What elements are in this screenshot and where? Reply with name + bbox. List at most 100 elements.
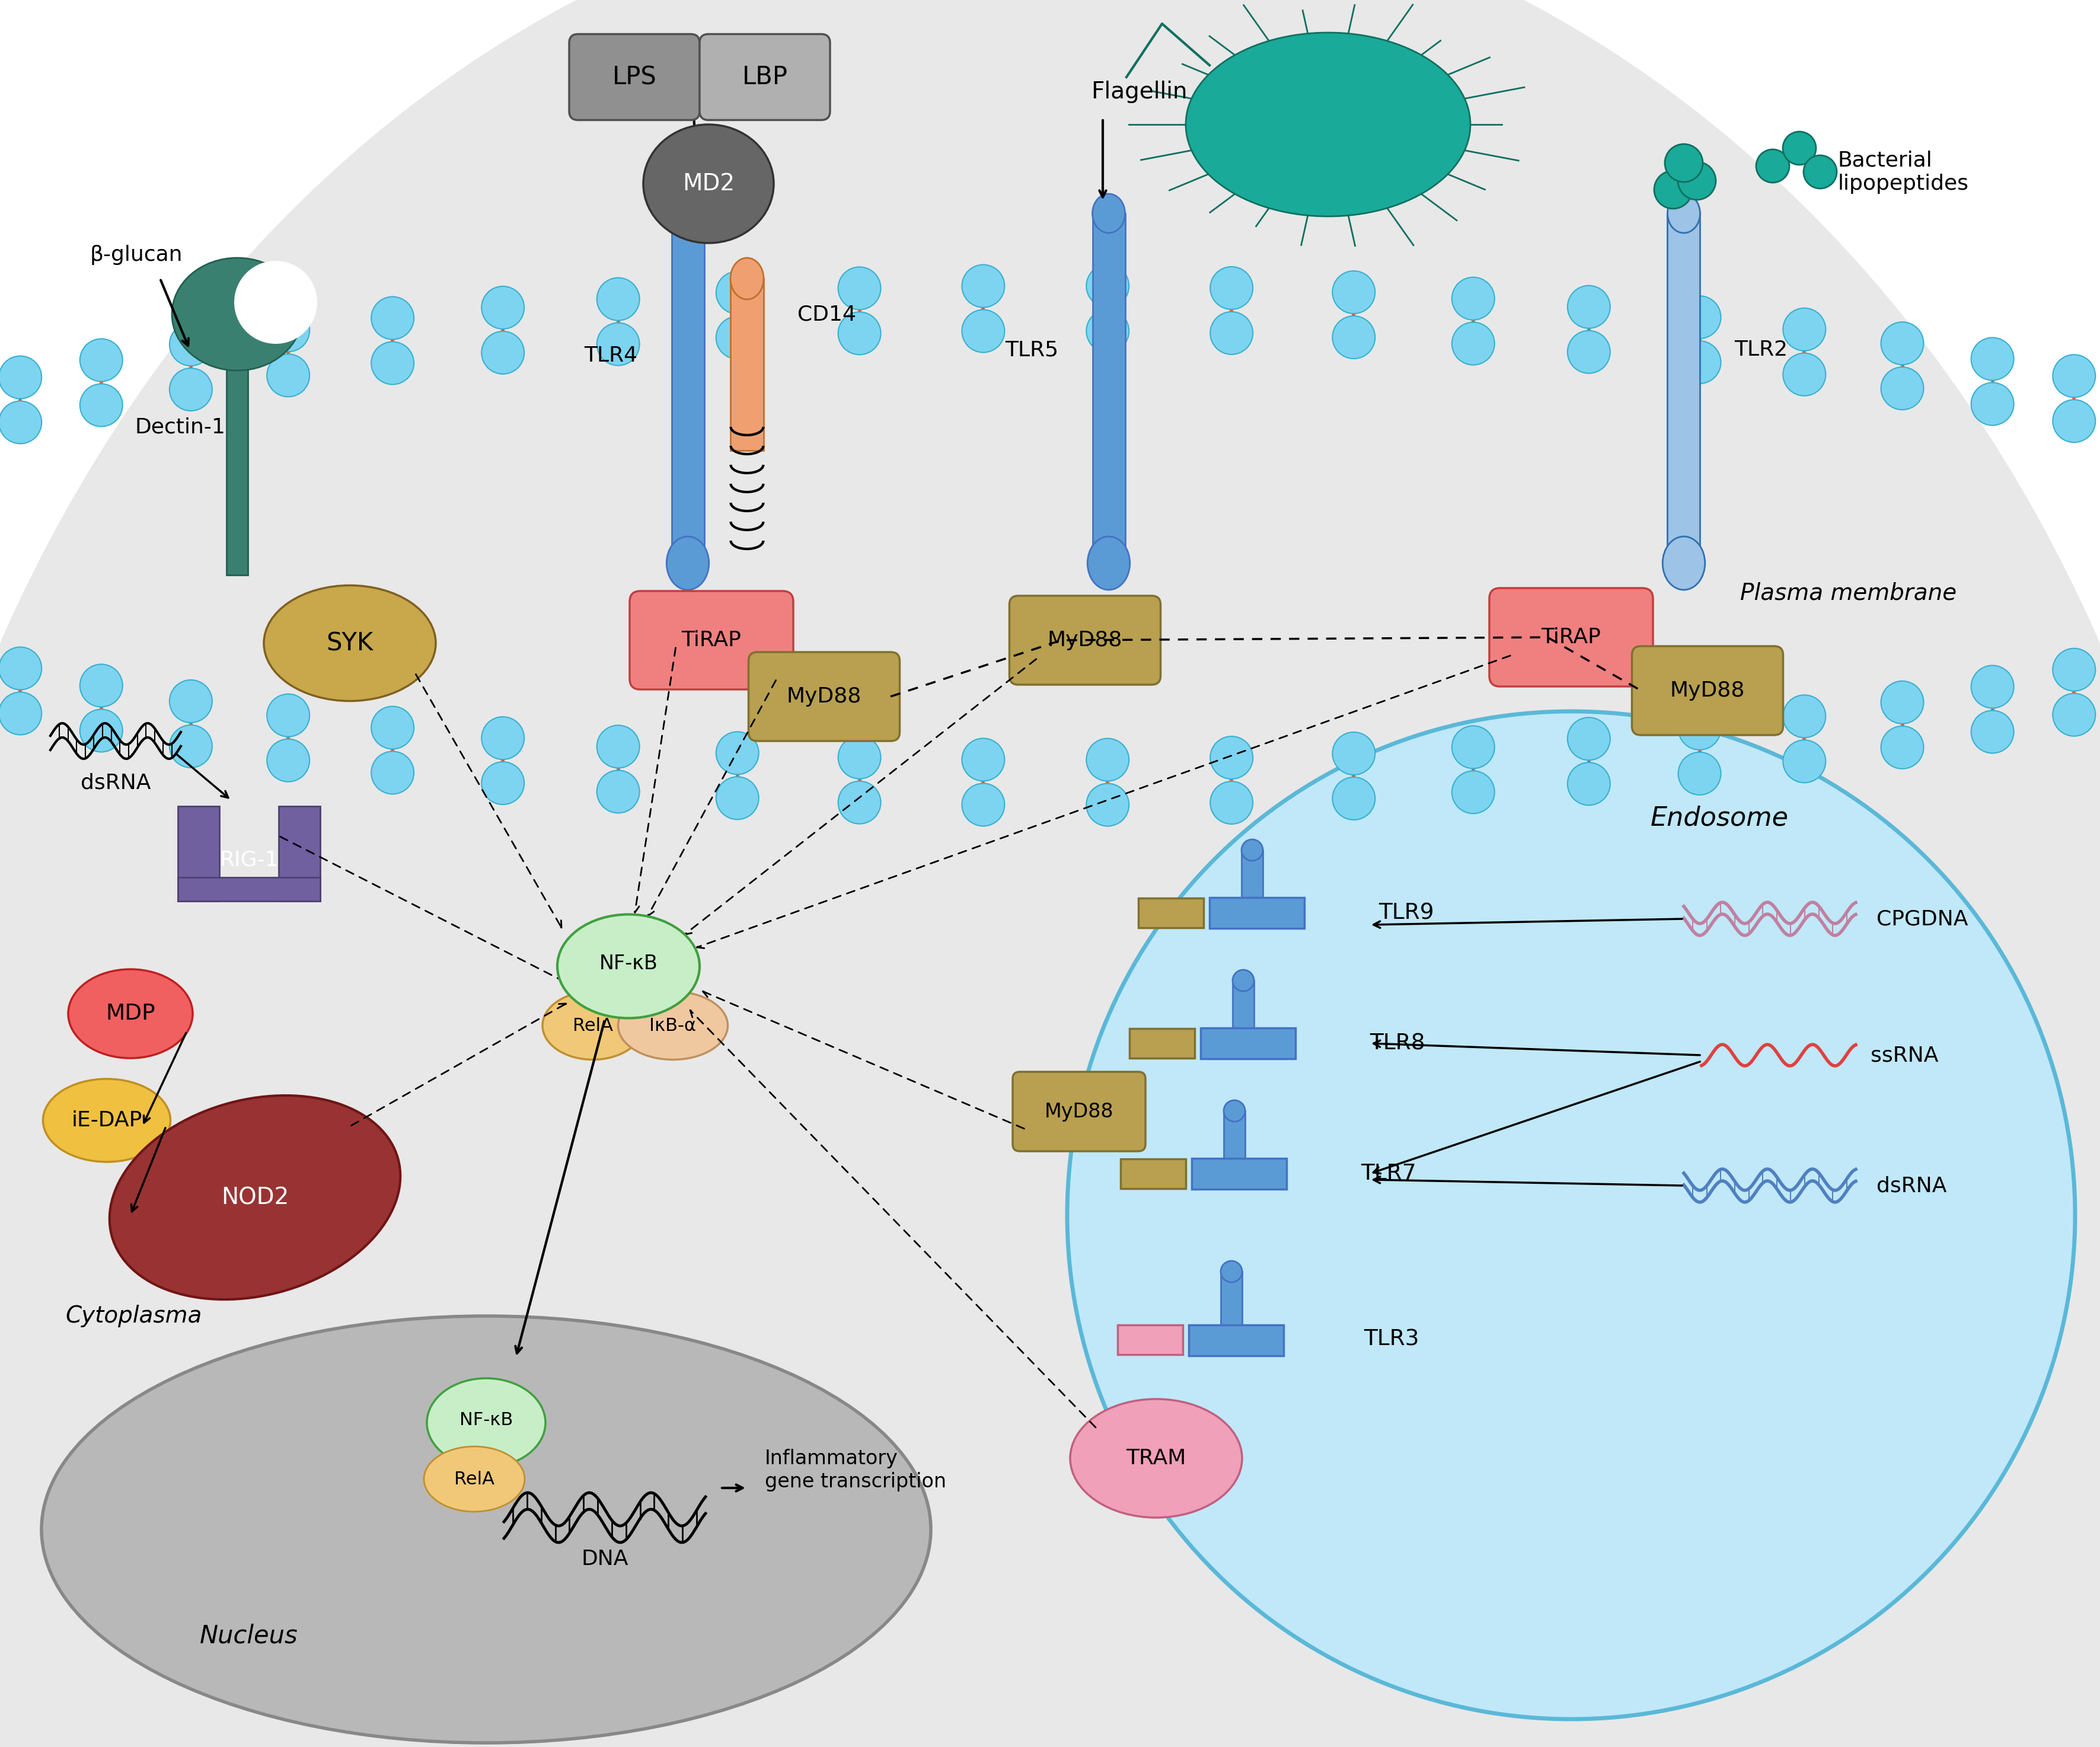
Circle shape [1331,271,1376,314]
Bar [1191,1158,1287,1190]
Circle shape [267,355,309,397]
Bar [1220,1272,1241,1328]
Circle shape [170,369,212,411]
Bar [227,349,248,575]
Ellipse shape [556,914,699,1019]
FancyBboxPatch shape [630,590,794,690]
Circle shape [1882,321,1924,365]
Circle shape [962,266,1004,307]
Text: LPS: LPS [613,65,657,89]
Circle shape [716,271,758,314]
Circle shape [1067,711,2075,1719]
Bar [1117,1324,1182,1354]
Circle shape [1567,718,1611,760]
Ellipse shape [1663,536,1705,590]
Ellipse shape [666,536,710,590]
Circle shape [1331,777,1376,819]
Ellipse shape [643,124,773,243]
Ellipse shape [1092,194,1126,232]
Bar [731,278,764,451]
Ellipse shape [1224,1101,1245,1122]
Text: LBP: LBP [741,65,788,89]
Bar [179,877,319,901]
Ellipse shape [1071,1399,1241,1518]
Bar [1233,980,1254,1031]
Circle shape [1086,783,1130,826]
Circle shape [962,309,1004,353]
Text: TiRAP: TiRAP [1541,627,1600,648]
Ellipse shape [67,970,193,1059]
FancyBboxPatch shape [1489,589,1653,687]
Circle shape [716,732,758,774]
Circle shape [0,356,42,398]
Circle shape [1451,278,1495,320]
Ellipse shape [1088,536,1130,590]
Ellipse shape [672,199,704,239]
Bar [1667,213,1701,563]
Text: iE-DAP: iE-DAP [71,1111,143,1130]
Circle shape [1972,711,2014,753]
Circle shape [596,725,640,769]
Circle shape [1567,330,1611,374]
Text: Flagellin: Flagellin [1090,80,1186,103]
Circle shape [372,706,414,749]
Text: NF-κB: NF-κB [598,954,657,973]
Ellipse shape [731,259,764,299]
Ellipse shape [235,260,317,344]
Text: β-glucan: β-glucan [90,245,183,266]
Circle shape [80,709,122,751]
Text: RelA: RelA [454,1471,494,1488]
Circle shape [1451,725,1495,769]
Circle shape [481,332,525,374]
Circle shape [1210,735,1254,779]
Text: NOD2: NOD2 [220,1186,290,1209]
Ellipse shape [424,1447,525,1511]
Circle shape [1086,264,1130,307]
Circle shape [0,402,42,444]
Text: RIG-1: RIG-1 [220,849,279,870]
FancyBboxPatch shape [748,652,899,741]
Circle shape [1882,367,1924,411]
Circle shape [962,783,1004,826]
FancyBboxPatch shape [569,35,699,121]
FancyBboxPatch shape [1012,1073,1144,1151]
FancyBboxPatch shape [1010,596,1161,685]
Circle shape [1882,727,1924,769]
Bar [179,805,218,901]
Text: DNA: DNA [582,1550,628,1569]
Circle shape [267,309,309,351]
Circle shape [1210,781,1254,825]
Text: CD14: CD14 [798,304,857,325]
Circle shape [1086,309,1130,353]
Text: Inflammatory
gene transcription: Inflammatory gene transcription [764,1448,947,1492]
Circle shape [1783,307,1825,351]
Ellipse shape [1667,194,1701,232]
Bar [1241,851,1262,900]
Circle shape [2052,355,2096,397]
Circle shape [1972,383,2014,425]
Circle shape [80,664,122,708]
Circle shape [962,739,1004,781]
Circle shape [838,781,880,825]
Text: IκB-α: IκB-α [649,1017,697,1034]
Text: Dectin-1: Dectin-1 [134,418,225,437]
Circle shape [1783,353,1825,397]
Bar [1210,898,1304,928]
Ellipse shape [109,1095,401,1300]
Circle shape [267,739,309,781]
Text: Plasma membrane: Plasma membrane [1741,582,1957,604]
Text: TRAM: TRAM [1126,1448,1186,1469]
Bar [1138,898,1203,928]
Text: Endosome: Endosome [1651,805,1789,832]
Text: MDP: MDP [105,1003,155,1024]
Ellipse shape [1186,33,1470,217]
Circle shape [596,278,640,320]
Ellipse shape [1220,1261,1241,1282]
Circle shape [2052,694,2096,735]
Circle shape [838,735,880,779]
Text: TLR3: TLR3 [1363,1329,1420,1350]
Circle shape [267,694,309,737]
Circle shape [170,323,212,365]
Circle shape [1086,739,1130,781]
Circle shape [1783,695,1825,737]
